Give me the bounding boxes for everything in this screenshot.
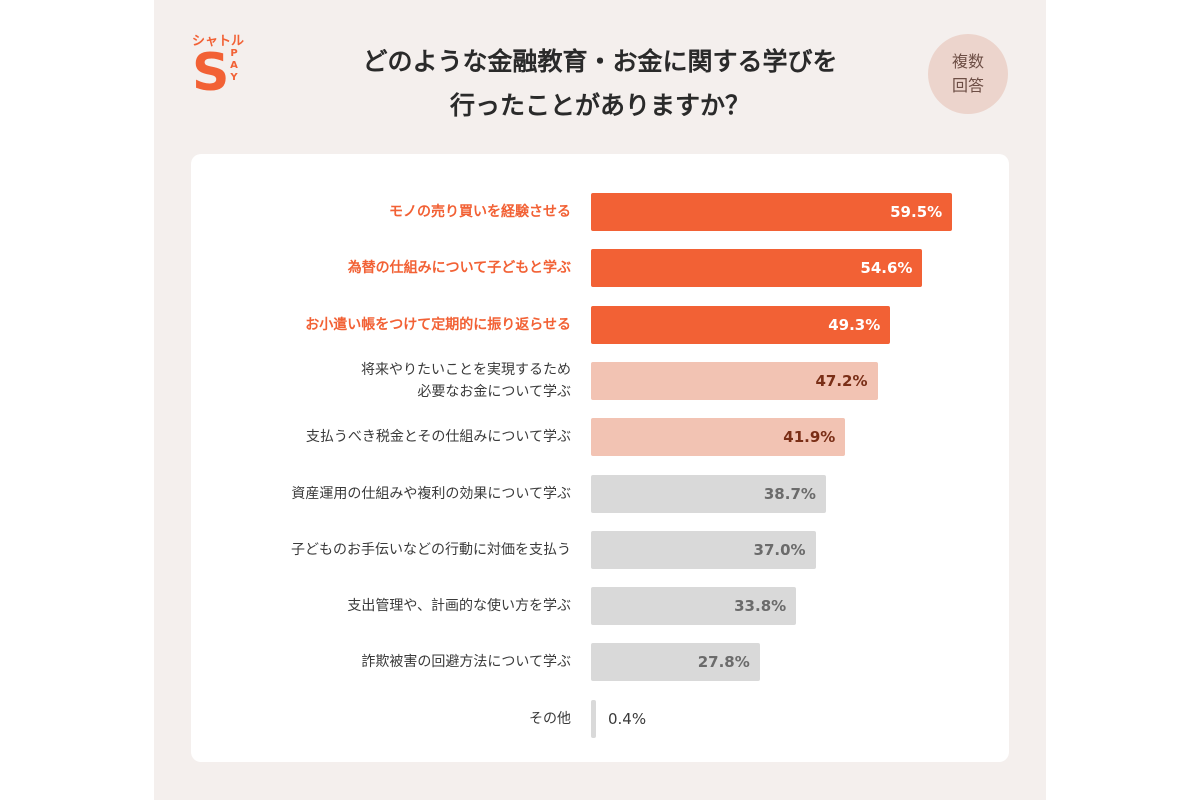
badge-line: 回答 <box>951 76 984 95</box>
brand-s-mark: S <box>192 46 226 96</box>
brand-letter: S <box>192 46 226 96</box>
value-label: 47.2% <box>815 371 868 390</box>
value-label: 49.3% <box>828 315 881 334</box>
value-label: 37.0% <box>753 540 806 559</box>
category-label-line: 必要なお金について学ぶ <box>417 383 571 400</box>
title-line: 行ったことがありますか？ <box>449 91 750 120</box>
category-label: 子どものお手伝いなどの行動に対価を支払う <box>211 530 571 570</box>
category-label-line: 支出管理や、計画的な使い方を学ぶ <box>347 598 571 615</box>
value-label: 54.6% <box>860 259 913 278</box>
category-label: 支出管理や、計画的な使い方を学ぶ <box>211 586 571 626</box>
brand-logo: シャトル S P A Y <box>192 30 252 100</box>
bar-row: その他 0.4% <box>191 699 1009 739</box>
chart-title: どのような金融教育・お金に関する学びを 行ったことがありますか？ <box>300 40 900 128</box>
bar <box>591 361 878 400</box>
value-label: 41.9% <box>783 428 836 447</box>
category-label-line: 子どものお手伝いなどの行動に対価を支払う <box>291 541 571 558</box>
category-label-line: その他 <box>529 710 571 727</box>
bar-row: モノの売り買いを経験させる 59.5% <box>191 192 1009 232</box>
bar-row: 子どものお手伝いなどの行動に対価を支払う 37.0% <box>191 530 1009 570</box>
category-label: お小遣い帳をつけて定期的に振り返らせる <box>211 305 571 345</box>
bar <box>591 418 846 457</box>
badge-line: 複数 <box>951 52 984 71</box>
bar-row: 為替の仕組みについて子どもと学ぶ 54.6% <box>191 248 1009 288</box>
bar <box>591 643 760 682</box>
brand-sub-letter: A <box>230 60 238 71</box>
value-label: 38.7% <box>763 484 816 503</box>
category-label: 資産運用の仕組みや複利の効果について学ぶ <box>211 474 571 514</box>
chart-card: モノの売り買いを経験させる 59.5% 為替の仕組みについて子どもと学ぶ 54.6% お… <box>191 154 1009 762</box>
title-line: どのような金融教育・お金に関する学びを <box>362 47 838 76</box>
value-label: 0.4% <box>608 709 647 728</box>
category-label-line: 詐欺被害の回避方法について学ぶ <box>361 654 571 671</box>
bar-row: 詐欺被害の回避方法について学ぶ 27.8% <box>191 642 1009 682</box>
brand-name: シャトル <box>192 34 245 49</box>
category-label-line: 資産運用の仕組みや複利の効果について学ぶ <box>291 485 571 502</box>
category-label: 為替の仕組みについて子どもと学ぶ <box>211 248 571 288</box>
bar-row: 支出管理や、計画的な使い方を学ぶ 33.8% <box>191 586 1009 626</box>
category-label-line: お小遣い帳をつけて定期的に振り返らせる <box>305 316 571 333</box>
category-label: モノの売り買いを経験させる <box>211 192 571 232</box>
brand-sub: P A Y <box>228 48 240 84</box>
bar <box>591 530 816 569</box>
bar <box>591 587 797 626</box>
category-label-line: 支払うべき税金とその仕組みについて学ぶ <box>305 429 571 446</box>
bar <box>591 699 596 738</box>
category-label: 詐欺被害の回避方法について学ぶ <box>211 642 571 682</box>
category-label-line: 為替の仕組みについて子どもと学ぶ <box>347 260 571 277</box>
bar-row: 支払うべき税金とその仕組みについて学ぶ 41.9% <box>191 417 1009 457</box>
category-label-line: 将来やりたいことを実現するため <box>361 361 571 378</box>
bar <box>591 305 891 344</box>
bar-row: 将来やりたいことを実現するため必要なお金について学ぶ 47.2% <box>191 361 1009 401</box>
bar <box>591 193 953 231</box>
value-label: 59.5% <box>890 203 943 221</box>
category-label: 支払うべき税金とその仕組みについて学ぶ <box>211 417 571 457</box>
category-label: その他 <box>211 699 571 739</box>
multiple-answer-badge: 複数 回答 <box>928 34 1008 114</box>
bar <box>591 474 826 513</box>
brand-sub-letter: P <box>230 48 238 59</box>
value-label: 27.8% <box>697 653 750 672</box>
bar <box>591 249 923 288</box>
bar-row: お小遣い帳をつけて定期的に振り返らせる 49.3% <box>191 305 1009 345</box>
bar-row: 資産運用の仕組みや複利の効果について学ぶ 38.7% <box>191 474 1009 514</box>
category-label: 将来やりたいことを実現するため必要なお金について学ぶ <box>211 361 571 401</box>
category-label-line: モノの売り買いを経験させる <box>389 204 571 220</box>
value-label: 33.8% <box>734 597 787 616</box>
brand-sub-letter: Y <box>230 72 238 83</box>
